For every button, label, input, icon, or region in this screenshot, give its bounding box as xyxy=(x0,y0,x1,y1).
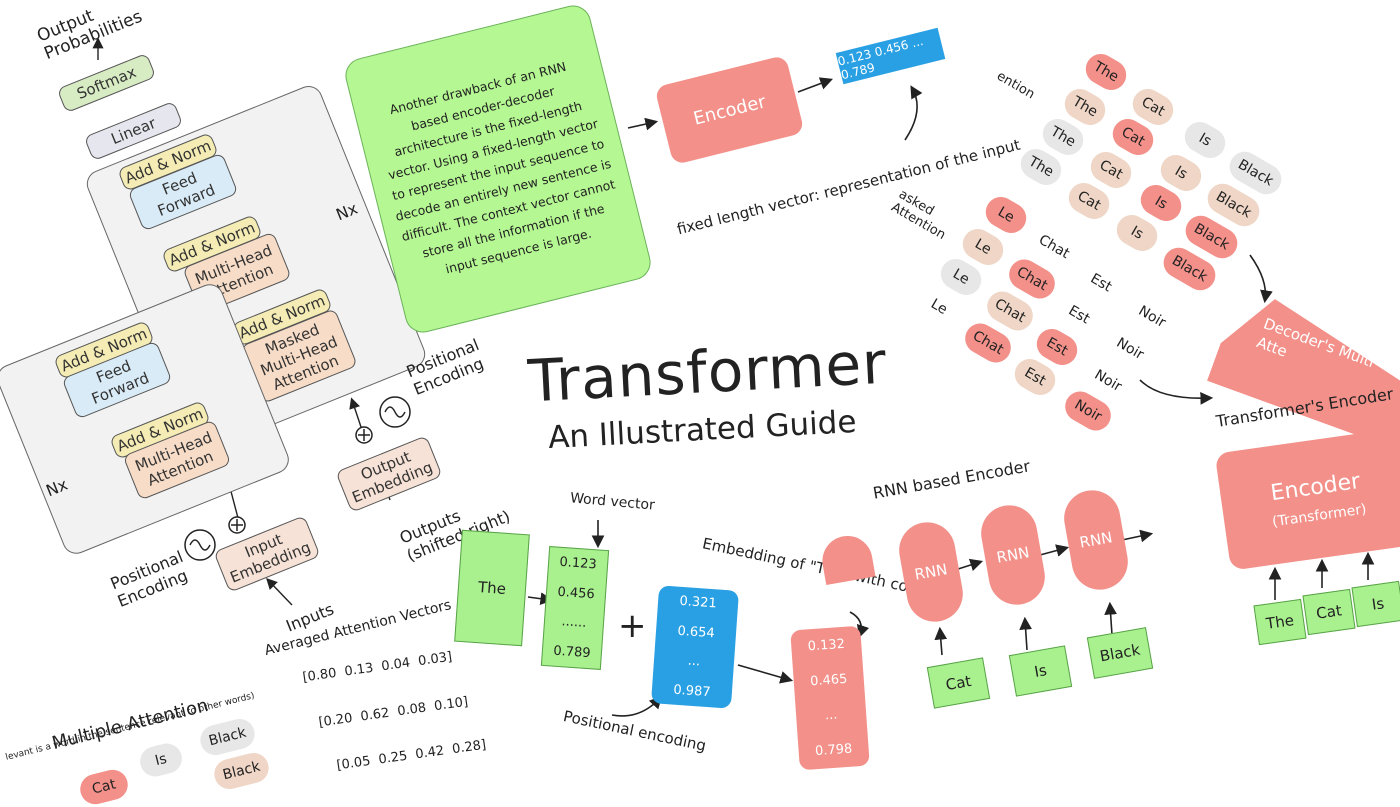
word-vector-value-0: 0.123 xyxy=(558,555,598,573)
pos-vector-value-2: ... xyxy=(687,653,701,670)
context-vector-value-0: 0.132 xyxy=(807,636,846,655)
context-embedding-vector: 0.132 0.465 ... 0.798 xyxy=(790,625,870,771)
transformer-input-is: Is xyxy=(1351,580,1400,628)
transformer-input-cat: Cat xyxy=(1302,588,1356,636)
word-vector-value-1: 0.456 xyxy=(556,584,596,603)
rnn-drawback-note-text: Another drawback of an RNN based encoder… xyxy=(386,58,617,276)
context-vector-value-3: 0.798 xyxy=(814,741,853,760)
connector-arrows xyxy=(92,37,1375,717)
positional-encoding-vector: 0.321 0.654 ... 0.987 xyxy=(650,585,740,709)
word-vector-value-2: ...... xyxy=(561,614,587,632)
transformer-encoder-title: Encoder xyxy=(1269,468,1362,506)
pos-vector-value-1: 0.654 xyxy=(676,623,716,642)
pos-vector-value-3: 0.987 xyxy=(672,682,712,700)
softmax-block: Softmax xyxy=(56,52,157,114)
the-word-box: The xyxy=(454,529,530,647)
input-embedding-block: Input Embedding xyxy=(213,515,321,593)
transformer-encoder-block: Encoder (Transformer) xyxy=(1214,427,1400,571)
transformer-input-the: The xyxy=(1253,598,1307,646)
transformer-encoder-subtitle: (Transformer) xyxy=(1271,500,1368,530)
encoder-positional-encoding-label: Positional Encoding xyxy=(107,547,191,611)
word-vector-value-3: 0.789 xyxy=(552,643,592,661)
output-embedding-block: Output Embedding xyxy=(335,435,443,513)
output-probabilities-label: Output Probabilities xyxy=(34,5,146,65)
pos-vector-value-0: 0.321 xyxy=(678,594,718,612)
plus-sign: + xyxy=(618,606,647,646)
word-vector-box: 0.123 0.456 ...... 0.789 xyxy=(540,546,610,670)
context-vector-value-1: 0.465 xyxy=(809,671,848,690)
context-vector-value-2: ... xyxy=(824,707,838,724)
